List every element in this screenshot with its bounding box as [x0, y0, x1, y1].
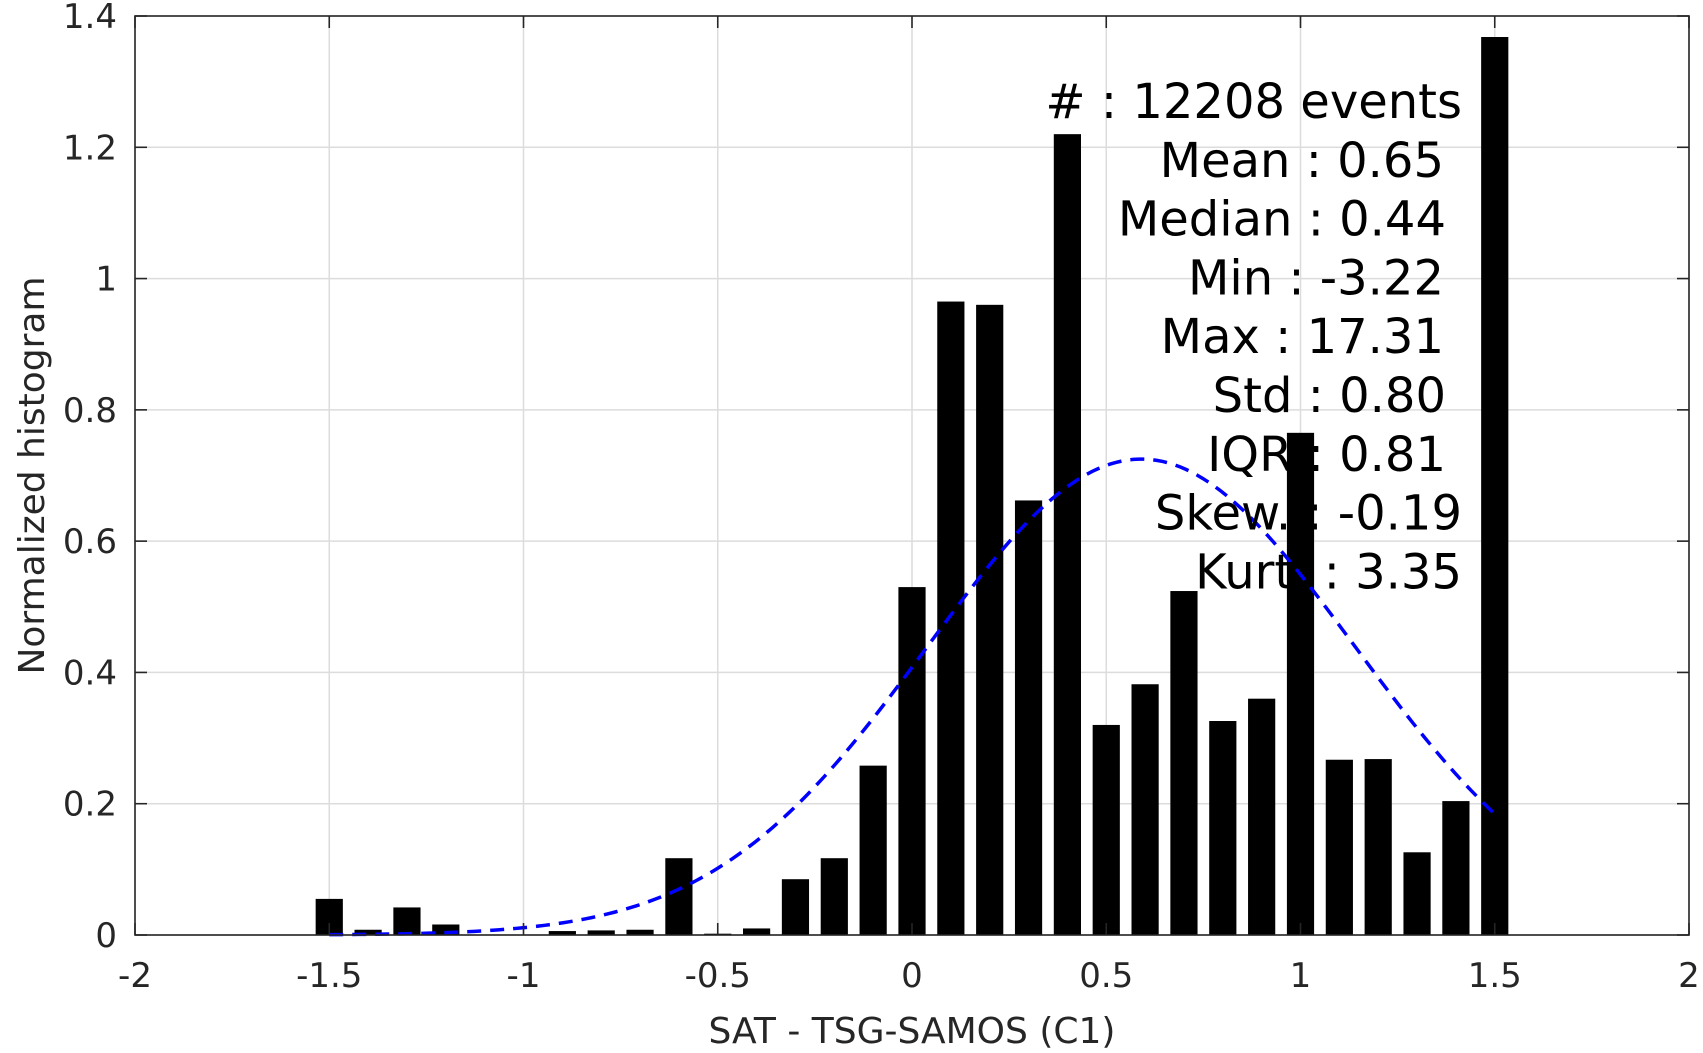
x-tick-label: 0.5 [1079, 956, 1133, 996]
x-tick-label: -1.5 [296, 956, 362, 996]
stat-line: Mean : 0.65 [1160, 133, 1444, 189]
bars [315, 37, 1509, 936]
x-tick-label: -2 [118, 956, 152, 996]
histogram-bar [548, 931, 576, 935]
histogram-bar [1248, 698, 1276, 935]
stat-line: Skew. : -0.19 [1155, 486, 1462, 542]
stat-line: # : 12208 events [1045, 74, 1462, 130]
y-tick-label: 1.4 [63, 0, 117, 37]
y-tick-label: 0.6 [63, 522, 117, 562]
histogram-bar [1481, 37, 1509, 935]
histogram-bar [1403, 852, 1431, 935]
stat-line: Median : 0.44 [1118, 192, 1446, 248]
x-tick-label: -0.5 [685, 956, 751, 996]
x-tick-label: 1.5 [1468, 956, 1522, 996]
stat-line: Min : -3.22 [1188, 250, 1444, 306]
x-tick-label: 1 [1290, 956, 1312, 996]
stat-line: IQR : 0.81 [1207, 427, 1446, 483]
histogram-bar [1442, 801, 1470, 935]
tick-labels: -2 -1.5 -1 -0.5 0 0.5 1 1.5 2 0 0.2 0.4 0.6 0.8 1 1.2 1.… [63, 0, 1700, 996]
stat-line: Std : 0.80 [1213, 368, 1446, 424]
histogram-bar [1325, 759, 1353, 935]
x-tick-label: 2 [1678, 956, 1700, 996]
y-tick-label: 1 [95, 260, 117, 300]
histogram-bar [1209, 721, 1237, 935]
histogram-bar [1131, 684, 1159, 935]
histogram-bar [781, 879, 810, 935]
x-tick-label: 0 [901, 956, 923, 996]
axes [134, 15, 1690, 936]
y-tick-label: 1.2 [63, 128, 117, 168]
y-tick-label: 0.8 [63, 391, 117, 431]
histogram-bar [665, 858, 693, 935]
histogram-bar [432, 924, 460, 935]
histogram-bar [587, 930, 615, 935]
y-tick-label: 0 [95, 916, 117, 956]
x-axis-label: SAT - TSG-SAMOS (C1) [709, 1011, 1116, 1052]
stat-line: Kurt. : 3.35 [1195, 544, 1462, 600]
histogram-bar [1053, 134, 1081, 935]
histogram-bar [743, 928, 771, 935]
y-axis-label: Normalized histogram [12, 276, 53, 674]
histogram-bar [859, 765, 887, 935]
histogram-bar [820, 858, 848, 935]
x-tick-label: -1 [507, 956, 541, 996]
histogram-bar [1364, 759, 1392, 935]
histogram-bar [976, 304, 1004, 935]
histogram-bar [626, 929, 654, 935]
histogram-bar [937, 301, 965, 936]
histogram-bar [1286, 432, 1315, 935]
histogram-bar [1014, 500, 1043, 935]
y-tick-label: 0.4 [63, 653, 117, 693]
histogram-bar [1170, 591, 1198, 935]
y-tick-label: 0.2 [63, 785, 117, 825]
histogram-bar [898, 587, 926, 935]
histogram-bar [354, 929, 382, 935]
histogram-bar [1092, 724, 1120, 935]
stat-line: Max : 17.31 [1161, 309, 1444, 365]
histogram-bar [393, 907, 421, 935]
